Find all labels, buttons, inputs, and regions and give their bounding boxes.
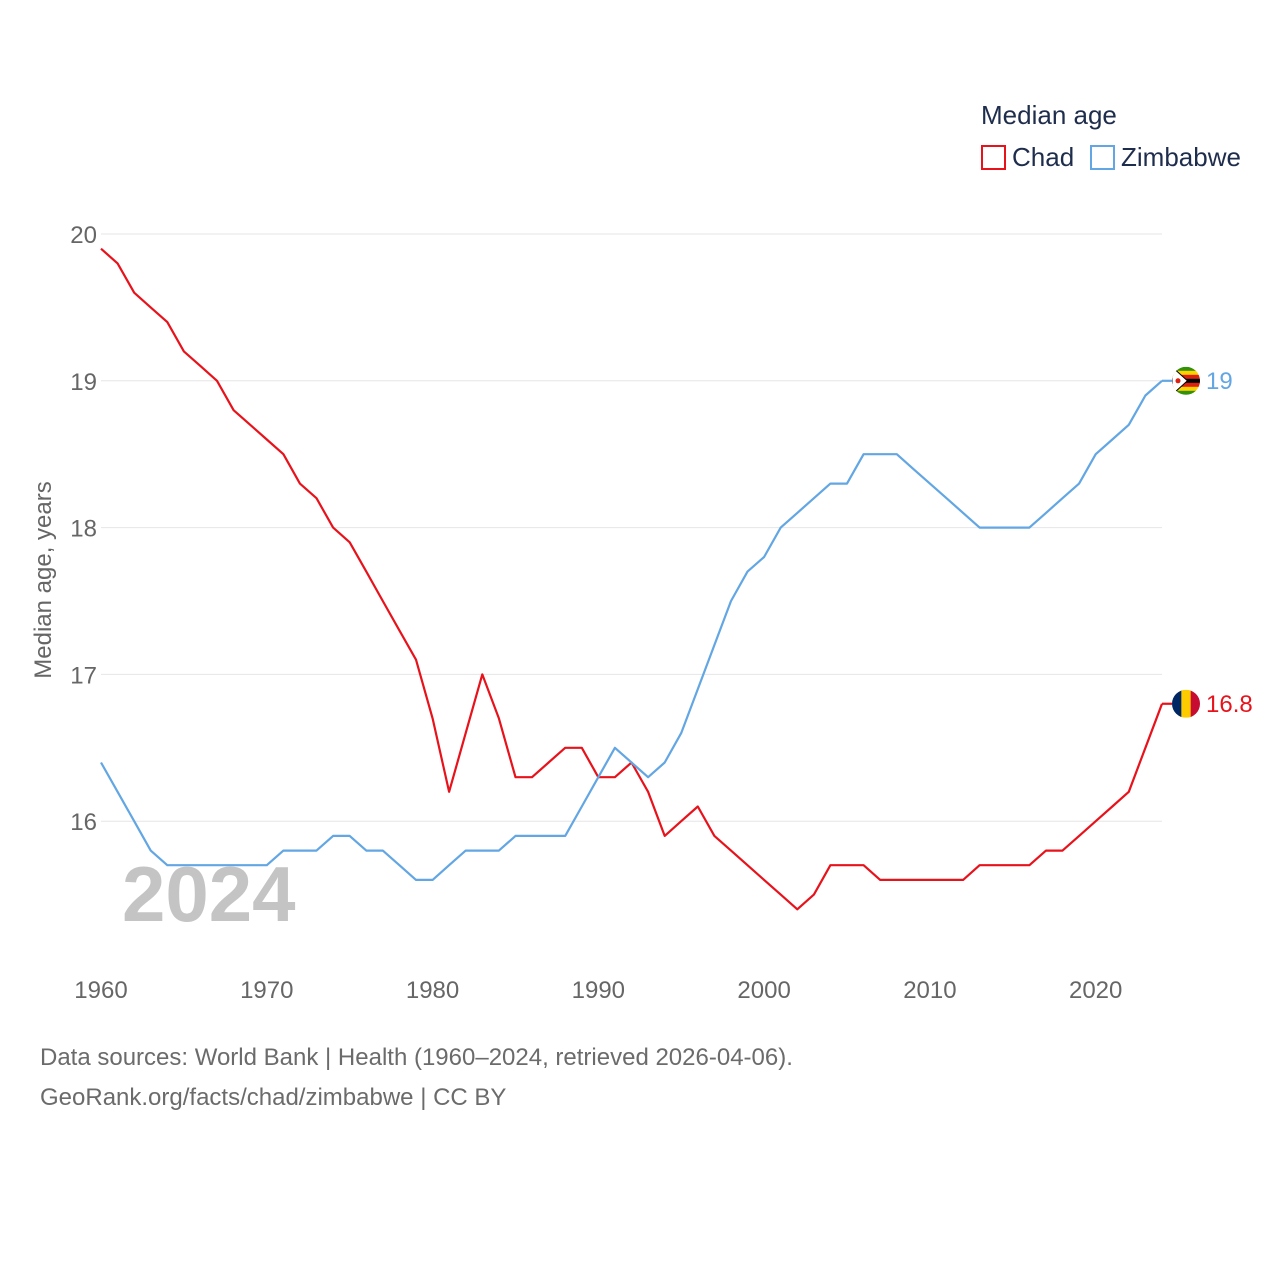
y-axis-ticks: 16 17 18 19 20 [70,222,97,836]
source-line: Data sources: World Bank | Health (1960–… [40,1044,793,1071]
legend-label-zimbabwe: Zimbabwe [1121,142,1241,172]
x-tick-label: 1980 [406,977,459,1004]
series-line-zimbabwe[interactable] [100,379,1163,882]
y-tick-label: 17 [70,662,97,689]
x-tick-label: 1970 [240,977,293,1004]
x-tick-label: 2020 [1069,977,1122,1004]
legend-title: Median age [981,100,1117,130]
series-layer [100,247,1164,911]
x-tick-label: 2010 [903,977,956,1004]
x-tick-label: 1990 [572,977,625,1004]
end-value-label-chad: 16.8 [1206,691,1253,718]
legend-item-zimbabwe[interactable]: Zimbabwe [1090,142,1241,172]
series-line-chad[interactable] [100,247,1164,911]
y-axis-title: Median age, years [30,481,57,678]
grid-lines [101,233,1162,822]
legend: Median age Chad Zimbabwe [981,100,1241,172]
legend-swatch-chad [981,145,1006,170]
legend-label-chad: Chad [1012,142,1074,172]
y-tick-label: 20 [70,222,97,249]
x-axis-ticks: 1960 1970 1980 1990 2000 2010 2020 [74,977,1122,1004]
legend-swatch-zimbabwe [1090,145,1115,170]
end-markers: 16.8 19 [1162,366,1253,718]
y-tick-label: 19 [70,369,97,396]
legend-item-chad[interactable]: Chad [981,142,1074,172]
attribution-link[interactable]: GeoRank.org/facts/chad/zimbabwe | CC BY [40,1084,507,1111]
y-tick-label: 18 [70,516,97,543]
x-tick-label: 1960 [74,977,127,1004]
zimbabwe-flag-icon [1172,366,1200,395]
y-tick-label: 16 [70,809,97,836]
chad-flag-icon [1172,689,1200,718]
end-value-label-zimbabwe: 19 [1206,368,1233,395]
x-tick-label: 2000 [737,977,790,1004]
